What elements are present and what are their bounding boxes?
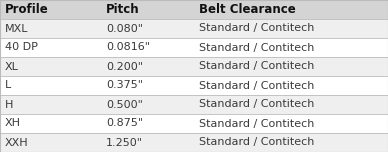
Text: Standard / Contitech: Standard / Contitech <box>199 43 314 52</box>
Text: 40 DP: 40 DP <box>5 43 38 52</box>
Text: Standard / Contitech: Standard / Contitech <box>199 138 314 147</box>
Text: Standard / Contitech: Standard / Contitech <box>199 62 314 71</box>
Bar <box>0 133 388 152</box>
Text: Standard / Contitech: Standard / Contitech <box>199 100 314 109</box>
Bar <box>0 19 388 38</box>
Text: 0.500": 0.500" <box>106 100 143 109</box>
Text: 0.375": 0.375" <box>106 81 143 90</box>
Text: Standard / Contitech: Standard / Contitech <box>199 119 314 128</box>
Text: Standard / Contitech: Standard / Contitech <box>199 24 314 33</box>
Text: MXL: MXL <box>5 24 29 33</box>
Text: Profile: Profile <box>5 3 49 16</box>
Text: L: L <box>5 81 11 90</box>
Text: XH: XH <box>5 119 21 128</box>
Bar <box>0 0 388 19</box>
Text: Belt Clearance: Belt Clearance <box>199 3 296 16</box>
Text: 0.200": 0.200" <box>106 62 143 71</box>
Text: 0.0816": 0.0816" <box>106 43 150 52</box>
Bar <box>0 38 388 57</box>
Text: Standard / Contitech: Standard / Contitech <box>199 81 314 90</box>
Text: XL: XL <box>5 62 19 71</box>
Text: H: H <box>5 100 14 109</box>
Bar <box>0 114 388 133</box>
Bar <box>0 76 388 95</box>
Text: XXH: XXH <box>5 138 29 147</box>
Text: 0.875": 0.875" <box>106 119 143 128</box>
Bar <box>0 57 388 76</box>
Text: 0.080": 0.080" <box>106 24 143 33</box>
Text: 1.250": 1.250" <box>106 138 143 147</box>
Bar <box>0 95 388 114</box>
Text: Pitch: Pitch <box>106 3 140 16</box>
